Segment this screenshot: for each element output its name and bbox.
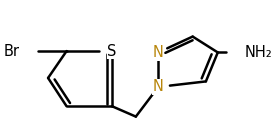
Text: N: N <box>153 45 164 60</box>
Text: N: N <box>153 79 164 94</box>
Text: NH₂: NH₂ <box>244 45 272 60</box>
Text: S: S <box>107 44 117 59</box>
Text: Br: Br <box>4 44 20 59</box>
